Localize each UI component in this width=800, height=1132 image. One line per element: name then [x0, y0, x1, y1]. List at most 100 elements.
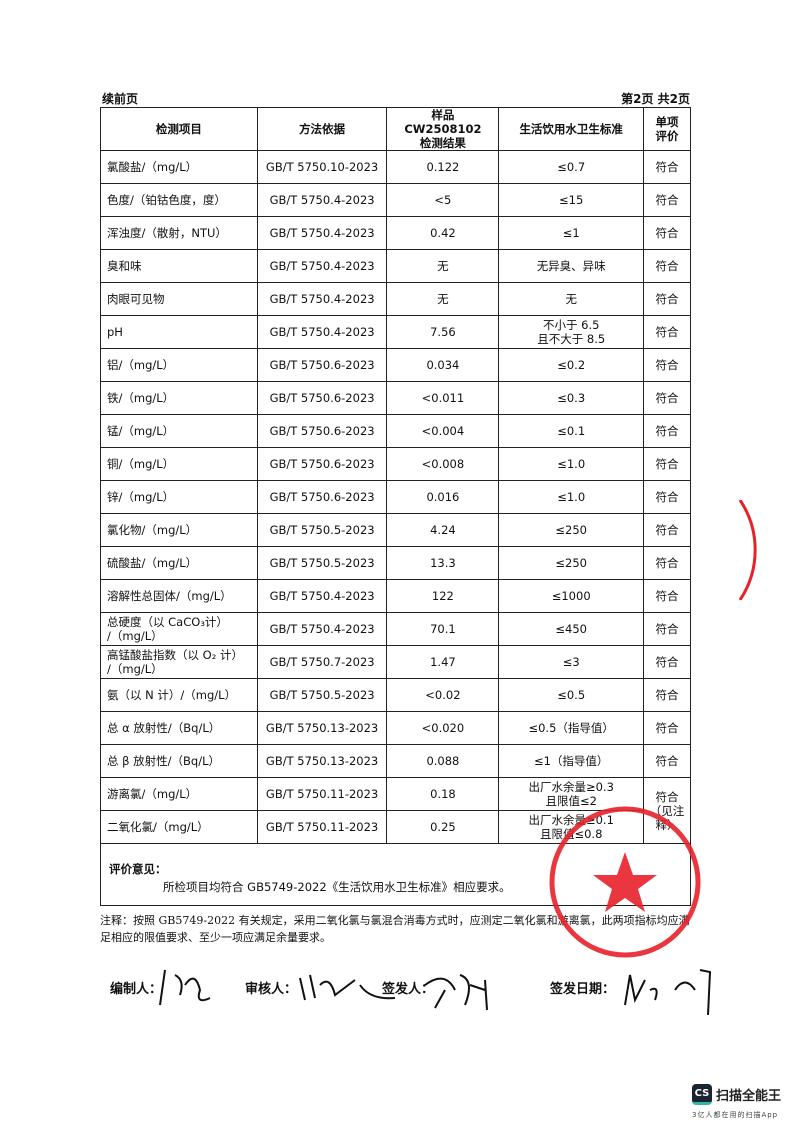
- cell-eval: 符合: [643, 744, 691, 778]
- cell-standard: ≤3: [498, 645, 645, 679]
- cell-eval: 符合: [643, 282, 691, 316]
- cell-result: <0.004: [386, 414, 500, 448]
- cell-standard: ≤450: [498, 612, 645, 646]
- cell-method: GB/T 5750.4-2023: [256, 579, 388, 613]
- opinion-text: 所检项目均符合 GB5749-2022《生活饮用水卫生标准》相应要求。: [163, 880, 511, 894]
- cell-result: 7.56: [386, 315, 500, 349]
- cell-method: GB/T 5750.5-2023: [256, 546, 388, 580]
- table-row: 氯酸盐/（mg/L） GB/T 5750.10-2023 0.122 ≤0.7 符合: [100, 150, 691, 184]
- cell-method: GB/T 5750.11-2023: [256, 810, 388, 844]
- table-row: 浑浊度/（散射，NTU） GB/T 5750.4-2023 0.42 ≤1 符合: [100, 216, 691, 250]
- cell-eval: 符合: [643, 150, 691, 184]
- reviewer-label: 审核人：: [245, 982, 298, 997]
- cell-method: GB/T 5750.7-2023: [256, 645, 388, 679]
- cell-standard: ≤0.7: [498, 150, 645, 184]
- cell-item: 氨（以 N 计）/（mg/L）: [100, 678, 258, 712]
- cell-standard: ≤250: [498, 546, 645, 580]
- table-row: 总 α 放射性/（Bq/L） GB/T 5750.13-2023 <0.020 ≤0.…: [100, 711, 691, 745]
- cell-item: 二氧化氯/（mg/L）: [100, 810, 258, 844]
- cell-item: 总 β 放射性/（Bq/L）: [100, 744, 258, 778]
- table-row: 氨（以 N 计）/（mg/L） GB/T 5750.5-2023 <0.02 ≤0.5…: [100, 678, 691, 712]
- cell-result: 无: [386, 282, 500, 316]
- cell-method: GB/T 5750.4-2023: [256, 249, 388, 283]
- handwritten-signatures: [159, 969, 712, 1016]
- cell-item: 肉眼可见物: [100, 282, 258, 316]
- cell-result: <0.008: [386, 447, 500, 481]
- cell-item: 总 α 放射性/（Bq/L）: [100, 711, 258, 745]
- table-row: pH GB/T 5750.4-2023 7.56 不小于 6.5 且不大于 8.5 符合: [100, 315, 691, 349]
- cell-standard: ≤1.0: [498, 480, 645, 514]
- cell-method: GB/T 5750.4-2023: [256, 282, 388, 316]
- cell-result: 0.25: [386, 810, 500, 844]
- cell-method: GB/T 5750.6-2023: [256, 447, 388, 481]
- cell-standard: 无: [498, 282, 645, 316]
- cell-standard: ≤0.5（指导值）: [498, 711, 645, 745]
- cell-eval: 符合: [643, 315, 691, 349]
- cell-method: GB/T 5750.5-2023: [256, 678, 388, 712]
- cell-standard: ≤1: [498, 216, 645, 250]
- table-row: 二氧化氯/（mg/L） GB/T 5750.11-2023 0.25 出厂水余量≥0.…: [100, 810, 691, 844]
- column-header: 检测项目: [100, 107, 258, 151]
- cell-item: pH: [100, 315, 258, 349]
- evaluation-opinion: 评价意见： 所检项目均符合 GB5749-2022《生活饮用水卫生标准》相应要求…: [100, 843, 691, 906]
- cell-method: GB/T 5750.4-2023: [256, 612, 388, 646]
- cell-method: GB/T 5750.4-2023: [256, 315, 388, 349]
- cell-item: 游离氯/（mg/L）: [100, 777, 258, 811]
- column-header: 单项 评价: [643, 107, 691, 151]
- cell-standard: ≤0.1: [498, 414, 645, 448]
- table-row: 肉眼可见物 GB/T 5750.4-2023 无无符合: [100, 282, 691, 316]
- test-results-table: 检测项目 方法依据 样品 CW2508102 检测结果 生活饮用水卫生标准 单项 评价 氯酸…: [100, 107, 691, 844]
- camscanner-name: 扫描全能王: [716, 1089, 782, 1104]
- cell-standard: ≤0.3: [498, 381, 645, 415]
- cell-result: 70.1: [386, 612, 500, 646]
- table-row: 铜/（mg/L） GB/T 5750.6-2023 <0.008 ≤1.0 符合: [100, 447, 691, 481]
- page-number: 第2页 共2页: [621, 92, 690, 106]
- camscanner-tagline: 3亿人都在用的扫描App: [692, 1111, 779, 1119]
- cell-result: <5: [386, 183, 500, 217]
- cell-result: 无: [386, 249, 500, 283]
- table-row: 高锰酸盐指数（以 O₂ 计）/（mg/L） GB/T 5750.7-2023 1.4…: [100, 645, 691, 679]
- table-row: 臭和味 GB/T 5750.4-2023 无无异臭、异味 符合: [100, 249, 691, 283]
- cell-method: GB/T 5750.6-2023: [256, 414, 388, 448]
- company-seal: [549, 806, 701, 958]
- table-row: 总硬度（以 CaCO₃计）/（mg/L） GB/T 5750.4-2023 70.1…: [100, 612, 691, 646]
- cell-result: 0.42: [386, 216, 500, 250]
- table-row: 溶解性总固体/（mg/L） GB/T 5750.4-2023 122 ≤1000 符合: [100, 579, 691, 613]
- cell-eval: 符合: [643, 249, 691, 283]
- cell-standard: ≤0.5: [498, 678, 645, 712]
- cell-method: GB/T 5750.5-2023: [256, 513, 388, 547]
- cell-result: 122: [386, 579, 500, 613]
- cell-method: GB/T 5750.4-2023: [256, 216, 388, 250]
- cell-result: 0.18: [386, 777, 500, 811]
- cell-result: 0.034: [386, 348, 500, 382]
- cell-eval: 符合: [643, 513, 691, 547]
- column-header: 生活饮用水卫生标准: [498, 107, 645, 151]
- cell-eval: 符合: [643, 381, 691, 415]
- cell-item: 溶解性总固体/（mg/L）: [100, 579, 258, 613]
- cell-method: GB/T 5750.10-2023: [256, 150, 388, 184]
- cell-eval: 符合: [643, 546, 691, 580]
- table-row: 硫酸盐/（mg/L） GB/T 5750.5-2023 13.3 ≤250 符合: [100, 546, 691, 580]
- cell-result: 1.47: [386, 645, 500, 679]
- cell-eval: 符合: [643, 678, 691, 712]
- cell-eval: 符合: [643, 348, 691, 382]
- cell-standard: ≤1（指导值）: [498, 744, 645, 778]
- column-header: 方法依据: [256, 107, 388, 151]
- cell-standard: ≤0.2: [498, 348, 645, 382]
- table-row: 锰/（mg/L） GB/T 5750.6-2023 <0.004 ≤0.1 符合: [100, 414, 691, 448]
- table-row: 铝/（mg/L） GB/T 5750.6-2023 0.034 ≤0.2 符合: [100, 348, 691, 382]
- camscanner-watermark: CS 扫描全能王: [692, 1084, 781, 1105]
- cell-eval: 符合: [643, 645, 691, 679]
- cell-result: 13.3: [386, 546, 500, 580]
- cell-item: 高锰酸盐指数（以 O₂ 计）/（mg/L）: [100, 645, 258, 679]
- cell-eval: 符合 （见注释）: [643, 777, 691, 844]
- compiler-label: 编制人：: [110, 982, 163, 997]
- cell-result: 0.016: [386, 480, 500, 514]
- cell-item: 氯化物/（mg/L）: [100, 513, 258, 547]
- cell-standard: 出厂水余量≥0.1 且限值≤0.8: [498, 810, 645, 844]
- cell-eval: 符合: [643, 480, 691, 514]
- opinion-label: 评价意见：: [109, 862, 167, 876]
- side-seal-fragment: [738, 500, 757, 600]
- table-row: 色度/（铂钴色度，度） GB/T 5750.4-2023 <5 ≤15 符合: [100, 183, 691, 217]
- cell-eval: 符合: [643, 579, 691, 613]
